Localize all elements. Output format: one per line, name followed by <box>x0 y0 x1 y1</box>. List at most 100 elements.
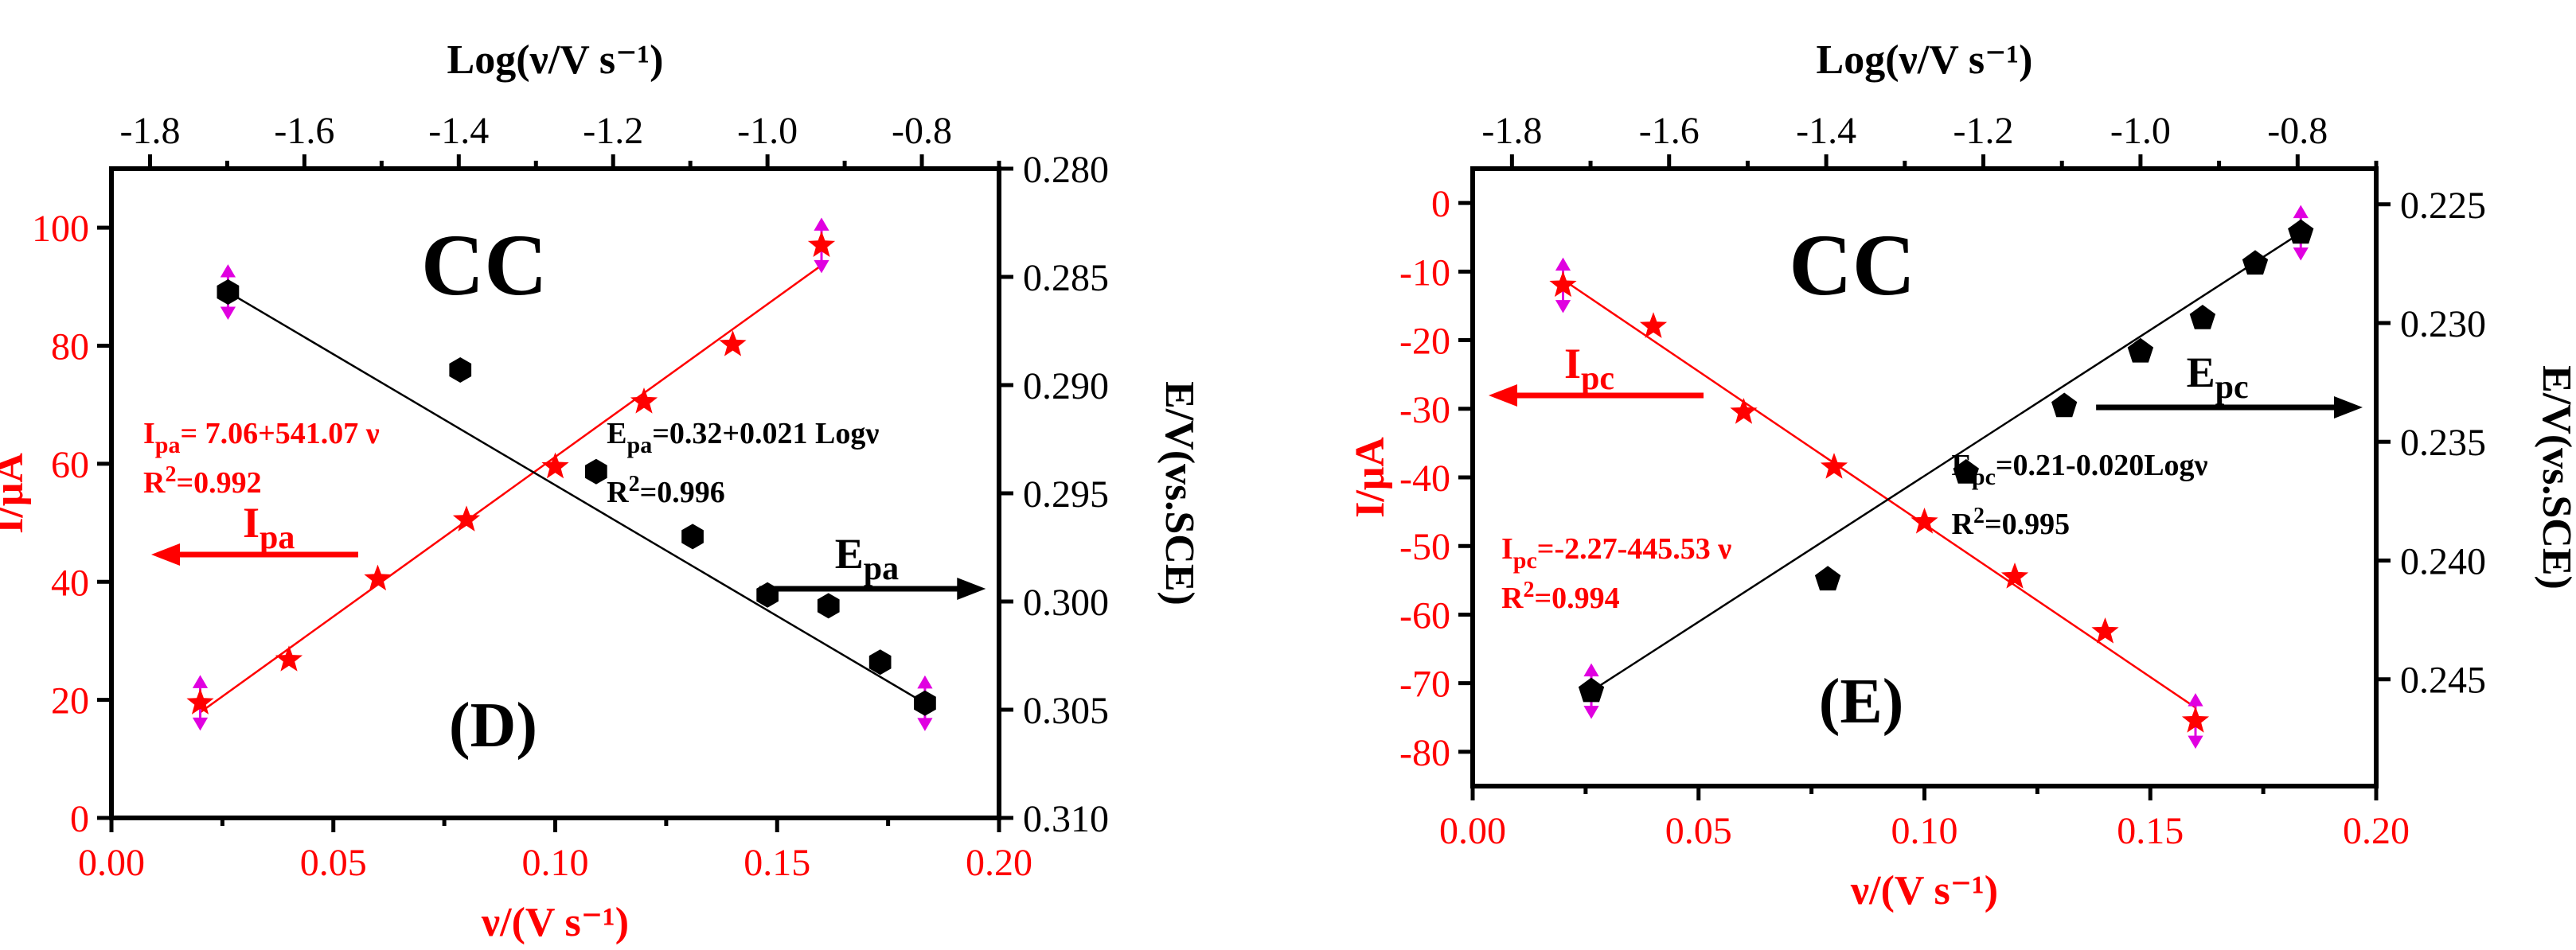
top-x-tick-label: -1.8 <box>1481 110 1542 152</box>
right-y-tick-label: 0.295 <box>1023 473 1109 516</box>
arrow-left-label: Ipc <box>1564 340 1614 397</box>
data-point-ipc <box>1639 312 1668 338</box>
data-point-epa <box>585 458 607 485</box>
data-point-ipc <box>2000 563 2029 589</box>
right-y-tick-label: 0.245 <box>2400 660 2486 702</box>
arrow-left-label: Ipa <box>243 499 295 556</box>
right-y-tick-label: 0.230 <box>2400 303 2486 345</box>
top-x-tick-label: -1.4 <box>428 110 489 152</box>
left-y-tick-label: 100 <box>32 208 89 250</box>
data-point-epc <box>1578 677 1605 703</box>
data-point-epc <box>2189 305 2216 329</box>
right-y-tick-label: 0.240 <box>2400 540 2486 582</box>
bottom-x-tick-label: 0.00 <box>78 842 145 884</box>
data-point-epc <box>2051 392 2078 418</box>
bottom-x-tick-label: 0.10 <box>522 842 589 884</box>
data-point-ipc <box>2091 617 2119 644</box>
left-y-axis-title: I/μA <box>0 453 32 534</box>
r-squared-right: R2=0.995 <box>1952 504 2071 541</box>
data-point-epa <box>817 593 840 619</box>
right-y-tick-label: 0.300 <box>1023 582 1109 624</box>
right-y-tick-label: 0.290 <box>1023 365 1109 407</box>
right-y-tick-label: 0.280 <box>1023 149 1109 191</box>
right-y-tick-label: 0.305 <box>1023 690 1109 732</box>
panel-title: CC <box>1789 216 1915 313</box>
data-point-ipa <box>275 645 303 672</box>
arrow-right-axis <box>759 578 986 600</box>
panel-title: CC <box>421 216 548 313</box>
bottom-x-tick-label: 0.20 <box>966 842 1032 884</box>
fit-equation-right: Epc=0.21-0.020Logν <box>1952 449 2208 490</box>
top-x-tick-label: -1.6 <box>274 110 334 152</box>
r-squared-left: R2=0.992 <box>143 462 262 500</box>
fit-line-ipc <box>1562 278 2196 709</box>
bottom-x-tick-label: 0.05 <box>300 842 367 884</box>
top-x-tick-label: -1.2 <box>583 110 643 152</box>
data-point-epc <box>2242 250 2269 275</box>
panel-letter: (D) <box>449 691 537 761</box>
data-point-epa <box>449 357 472 383</box>
arrow-left-axis <box>1489 384 1704 407</box>
right-y-axis-title: E/V(vs.SCE) <box>2534 365 2576 590</box>
panel-letter: (E) <box>1819 667 1904 737</box>
x-axis-title: ν/(V s⁻¹) <box>1850 868 1998 913</box>
right-y-tick-label: 0.225 <box>2400 185 2486 227</box>
bottom-x-tick-label: 0.15 <box>2117 810 2184 852</box>
top-x-tick-label: -1.4 <box>1796 110 1856 152</box>
r-squared-right: R2=0.996 <box>607 472 725 509</box>
left-y-tick-label: -70 <box>1399 664 1450 706</box>
arrow-right-label: Epc <box>2187 348 2249 406</box>
left-y-tick-label: 80 <box>51 326 89 368</box>
data-point-ipa <box>719 330 747 356</box>
bottom-x-tick-label: 0.05 <box>1665 810 1732 852</box>
bottom-x-tick-label: 0.15 <box>744 842 810 884</box>
data-point-ipc <box>1730 398 1758 424</box>
right-y-tick-label: 0.285 <box>1023 257 1109 299</box>
fit-equation-left: Ipc=-2.27-445.53 ν <box>1501 532 1731 574</box>
left-y-tick-label: 0 <box>1431 183 1450 225</box>
left-y-tick-label: -40 <box>1399 457 1450 500</box>
bottom-x-tick-label: 0.10 <box>1891 810 1958 852</box>
data-point-epc <box>2127 337 2154 363</box>
data-point-epc <box>1953 459 1979 484</box>
data-point-epc <box>2288 219 2314 244</box>
top-x-tick-label: -1.6 <box>1639 110 1700 152</box>
arrow-left-axis <box>151 543 358 566</box>
top-x-tick-label: -1.0 <box>737 110 798 152</box>
data-point-ipc <box>1911 508 1938 534</box>
left-y-tick-label: 60 <box>51 444 89 486</box>
data-point-ipc <box>2181 707 2210 733</box>
left-y-tick-label: 0 <box>70 798 89 840</box>
data-point-ipa <box>807 231 836 257</box>
fit-line-epa <box>227 290 926 704</box>
fit-line-epc <box>1590 232 2301 692</box>
fit-line-ipa <box>199 264 822 714</box>
left-y-tick-label: -30 <box>1399 389 1450 431</box>
bottom-x-tick-label: 0.00 <box>1439 810 1506 852</box>
left-y-tick-label: -60 <box>1399 594 1450 637</box>
fit-equation-left: Ipa= 7.06+541.07 ν <box>143 417 380 458</box>
left-y-axis-title: I/μA <box>1348 437 1393 518</box>
plot-frame <box>1470 166 2379 788</box>
top-x-tick-label: -0.8 <box>2267 110 2328 152</box>
x-axis-title: ν/(V s⁻¹) <box>481 900 629 945</box>
data-point-ipa <box>630 387 658 414</box>
left-y-tick-label: 20 <box>51 680 89 722</box>
data-point-epc <box>1814 566 1841 591</box>
right-y-tick-label: 0.235 <box>2400 422 2486 464</box>
panel-e: 0.00 0.05 0.10 0.15 0.20 ν/(V s⁻¹) -1.8 -1.6 -1.… <box>1348 37 2576 913</box>
top-x-tick-label: -1.0 <box>2110 110 2171 152</box>
left-y-tick-label: -50 <box>1399 526 1450 568</box>
left-y-tick-label: 40 <box>51 562 89 604</box>
fit-equation-right: Epa=0.32+0.021 Logν <box>607 417 879 458</box>
arrow-right-axis <box>2096 396 2363 419</box>
arrow-right-label: Epa <box>835 530 899 587</box>
right-y-tick-label: 0.310 <box>1023 798 1109 840</box>
top-x-tick-label: -1.8 <box>119 110 180 152</box>
data-point-ipc <box>1549 271 1577 298</box>
data-point-epa <box>681 524 704 550</box>
data-point-ipc <box>1820 453 1848 479</box>
data-point-epa <box>914 690 936 716</box>
left-y-tick-label: -80 <box>1399 732 1450 774</box>
